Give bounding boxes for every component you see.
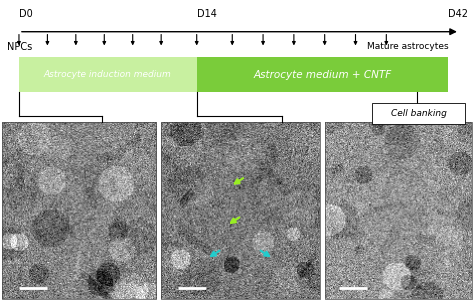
Bar: [19, 57, 197, 92]
Text: D14: D14: [197, 8, 217, 19]
Bar: [325, 122, 472, 299]
Bar: [2, 122, 156, 299]
Bar: [197, 57, 448, 92]
Text: Mature astrocytes: Mature astrocytes: [367, 42, 449, 51]
FancyBboxPatch shape: [372, 103, 465, 124]
Text: NPCs: NPCs: [7, 42, 32, 52]
Text: D0: D0: [19, 8, 33, 19]
Text: D42: D42: [448, 8, 468, 19]
Text: Astrocyte medium + CNTF: Astrocyte medium + CNTF: [253, 70, 392, 80]
Text: Astrocyte induction medium: Astrocyte induction medium: [44, 70, 172, 79]
Text: Cell banking: Cell banking: [391, 109, 447, 118]
Bar: [161, 122, 320, 299]
